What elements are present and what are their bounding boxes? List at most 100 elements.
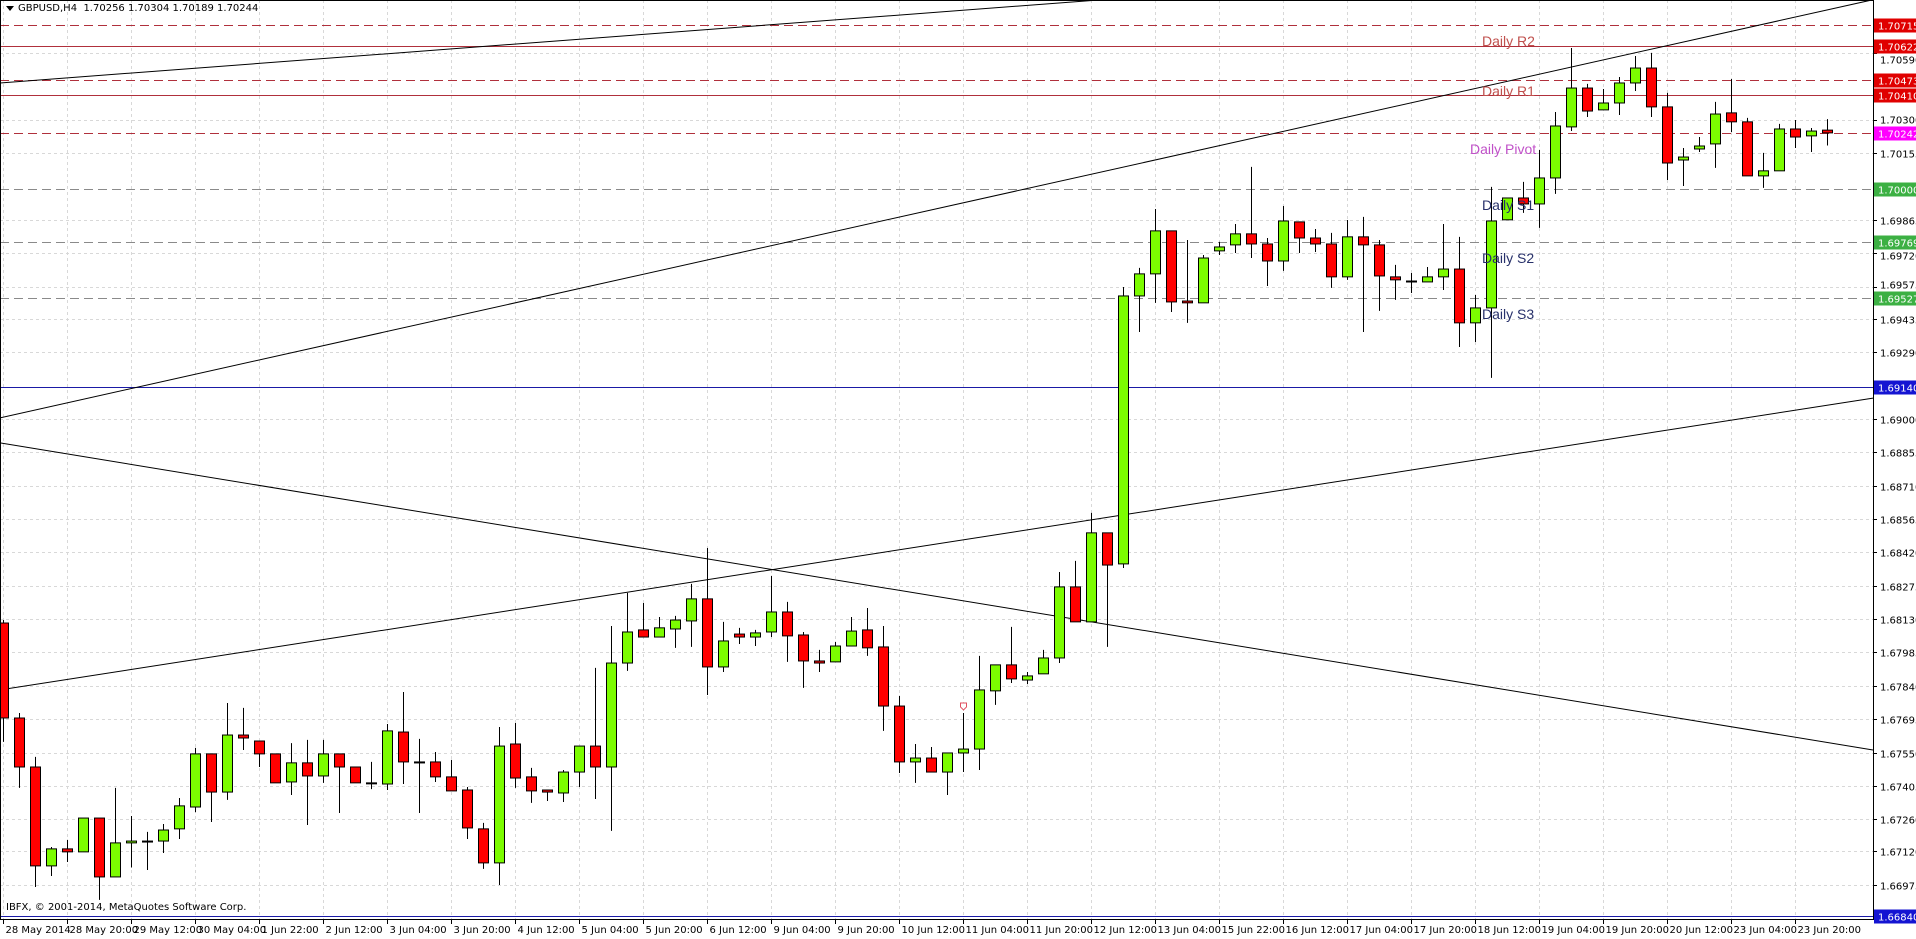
candle bbox=[718, 621, 729, 672]
candle bbox=[1614, 76, 1625, 115]
candle bbox=[1230, 223, 1241, 253]
bear-candle-body bbox=[734, 633, 745, 638]
candle bbox=[142, 831, 153, 871]
level-label: Daily R2 bbox=[1482, 32, 1535, 49]
plot-border bbox=[0, 0, 1874, 920]
candle bbox=[1790, 120, 1801, 149]
candle bbox=[190, 747, 201, 813]
y-tick-label: 1.69720 bbox=[1880, 252, 1916, 263]
trendline bbox=[0, 0, 1874, 419]
candle bbox=[1374, 240, 1385, 311]
bull-candle-body bbox=[1150, 230, 1161, 275]
bear-candle-body bbox=[926, 757, 937, 773]
level-label: Daily S3 bbox=[1482, 305, 1535, 322]
x-tick-label: 28 May 2014 bbox=[6, 925, 71, 936]
candle bbox=[350, 766, 361, 784]
trendline bbox=[0, 0, 1106, 84]
bull-candle-body bbox=[222, 734, 233, 793]
bull-candle-body bbox=[622, 631, 633, 664]
level-price-box bbox=[1874, 291, 1916, 306]
candle bbox=[302, 739, 313, 825]
bear-candle-body bbox=[702, 598, 713, 668]
bear-candle-body bbox=[30, 766, 41, 867]
candle bbox=[1710, 101, 1721, 168]
y-tick-label: 1.67405 bbox=[1880, 783, 1916, 794]
bull-candle-body bbox=[366, 782, 377, 785]
bear-candle-body bbox=[1326, 243, 1337, 278]
candle bbox=[510, 723, 521, 788]
bear-candle-body bbox=[1166, 230, 1177, 303]
bull-candle-body bbox=[1438, 268, 1449, 278]
x-tick-label: 1 Jun 22:00 bbox=[262, 925, 319, 936]
bear-candle-body bbox=[14, 717, 25, 768]
candle bbox=[1454, 236, 1465, 348]
bear-candle-body bbox=[462, 789, 473, 829]
bull-candle-body bbox=[1486, 220, 1497, 309]
candle bbox=[1182, 240, 1193, 323]
bull-candle-body bbox=[1278, 220, 1289, 262]
candle bbox=[318, 739, 329, 783]
y-tick-label: 1.67695 bbox=[1880, 716, 1916, 727]
candle bbox=[1246, 166, 1257, 258]
candle bbox=[702, 548, 713, 695]
candle bbox=[622, 592, 633, 671]
bear-candle-body bbox=[254, 740, 265, 755]
candle bbox=[1054, 571, 1065, 664]
y-tick-label: 1.67985 bbox=[1880, 649, 1916, 660]
x-tick-label: 19 Jun 20:00 bbox=[1606, 925, 1670, 936]
bear-candle-body bbox=[894, 705, 905, 763]
price-axis[interactable]: 1.70590 1.70300 1.70155 1.69865 1.69720 1.695… bbox=[1873, 18, 1916, 924]
candle bbox=[862, 608, 873, 656]
bear-candle-body bbox=[1246, 233, 1257, 245]
candle bbox=[430, 752, 441, 782]
candle bbox=[1678, 148, 1689, 187]
candle bbox=[478, 822, 489, 869]
arrow-marker-icon bbox=[960, 702, 967, 711]
bull-candle-body bbox=[1598, 102, 1609, 111]
candle bbox=[1310, 229, 1321, 253]
y-tick-label: 1.67550 bbox=[1880, 750, 1916, 761]
candle bbox=[654, 617, 665, 638]
bear-candle-body bbox=[1310, 237, 1321, 245]
bear-candle-body bbox=[350, 766, 361, 784]
x-tick-label: 5 Jun 20:00 bbox=[646, 925, 703, 936]
bear-candle-body bbox=[798, 634, 809, 662]
candle bbox=[62, 839, 73, 862]
bull-candle-body bbox=[1550, 125, 1561, 179]
bull-candle-body bbox=[1022, 675, 1033, 681]
x-tick-label: 28 May 20:00 bbox=[70, 925, 139, 936]
y-tick-label: 1.69575 bbox=[1880, 281, 1916, 292]
dropdown-triangle-icon[interactable] bbox=[6, 5, 14, 11]
candle bbox=[1022, 672, 1033, 684]
bear-candle-body bbox=[1374, 244, 1385, 277]
y-tick-label: 1.69435 bbox=[1880, 316, 1916, 327]
candle bbox=[894, 695, 905, 773]
bull-candle-body bbox=[670, 619, 681, 630]
chart-frame bbox=[0, 0, 1874, 920]
bear-candle-body bbox=[1646, 67, 1657, 108]
candle bbox=[1422, 266, 1433, 283]
candle bbox=[1358, 216, 1369, 333]
chart-header: GBPUSD,H4 1.70256 1.70304 1.70189 1.7024… bbox=[6, 3, 258, 14]
bear-candle-body bbox=[398, 731, 409, 763]
bull-candle-body bbox=[1198, 257, 1209, 304]
bull-candle-body bbox=[46, 848, 57, 867]
candle bbox=[526, 767, 537, 803]
bull-candle-body bbox=[1774, 128, 1785, 172]
bull-candle-body bbox=[1534, 177, 1545, 205]
candle bbox=[1598, 88, 1609, 111]
x-tick-label: 18 Jun 12:00 bbox=[1478, 925, 1542, 936]
level-price-label: 1.66840 bbox=[1878, 913, 1916, 924]
bear-candle-body bbox=[782, 611, 793, 637]
x-tick-label: 3 Jun 04:00 bbox=[390, 925, 447, 936]
y-tick-label: 1.68565 bbox=[1880, 516, 1916, 527]
bull-candle-body bbox=[718, 640, 729, 668]
bull-candle-body bbox=[1614, 82, 1625, 104]
level-label: Daily S1 bbox=[1482, 197, 1535, 213]
trendline bbox=[0, 397, 1874, 691]
candle bbox=[1262, 237, 1273, 287]
bull-candle-body bbox=[686, 598, 697, 622]
candle bbox=[638, 603, 649, 638]
